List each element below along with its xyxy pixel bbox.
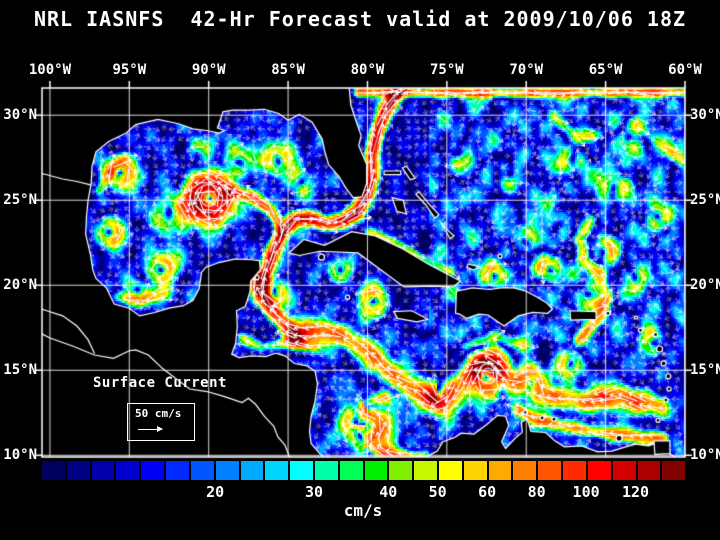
colorbar-segment — [538, 461, 562, 480]
colorbar-segment — [414, 461, 437, 480]
lat-tick-label: 20°N — [690, 277, 720, 294]
colorbar-segment — [637, 461, 661, 480]
colorbar-tick-label: 20 — [206, 483, 225, 501]
colorbar-segment — [290, 461, 313, 480]
colorbar-tick-label: 120 — [622, 483, 650, 501]
colorbar — [42, 461, 686, 480]
lon-tick-label: 75°W — [429, 62, 464, 78]
lon-tick-label: 90°W — [191, 62, 226, 78]
colorbar-segment — [463, 461, 487, 480]
colorbar-tick-label: 30 — [305, 483, 324, 501]
lon-tick-label: 60°W — [668, 62, 702, 78]
lon-tick-label: 80°W — [350, 62, 385, 78]
lon-tick-label: 65°W — [588, 62, 623, 78]
lat-tick-label: 15°N — [690, 362, 720, 379]
colorbar-segment — [190, 461, 214, 480]
colorbar-segment — [389, 461, 413, 480]
vector-scale-box: 50 cm/s — [127, 403, 195, 441]
colorbar-segment — [662, 461, 686, 480]
colorbar-segment — [563, 461, 586, 480]
colorbar-segment — [439, 461, 462, 480]
colorbar-segment — [488, 461, 512, 480]
lat-tick-label: 30°N — [690, 107, 720, 124]
vector-scale-arrow-icon — [138, 426, 163, 432]
colorbar-segment — [513, 461, 537, 480]
colorbar-tick-label: 60 — [478, 483, 497, 501]
colorbar-segment — [116, 461, 140, 480]
colorbar-segment — [364, 461, 388, 480]
vector-scale-label: 50 cm/s — [135, 407, 182, 420]
lon-tick-label: 100°W — [28, 62, 72, 78]
lon-tick-label: 70°W — [509, 62, 544, 78]
lon-tick-label: 95°W — [112, 62, 147, 78]
colorbar-segment — [612, 461, 636, 480]
lat-tick-label: 10°N — [3, 447, 37, 464]
surface-current-label: Surface Current — [93, 375, 227, 391]
lat-tick-label: 15°N — [3, 362, 37, 379]
colorbar-segment — [91, 461, 115, 480]
colorbar-segment — [587, 461, 611, 480]
colorbar-unit-label: cm/s — [343, 501, 383, 520]
colorbar-tick-label: 100 — [572, 483, 600, 501]
lat-tick-label: 25°N — [3, 192, 37, 209]
colorbar-segment — [339, 461, 363, 480]
lat-tick-label: 25°N — [690, 192, 720, 209]
colorbar-segment — [166, 461, 189, 480]
colorbar-tick-label: 50 — [428, 483, 447, 501]
colorbar-segment — [141, 461, 165, 480]
colorbar-segment — [42, 461, 65, 480]
lon-tick-label: 85°W — [271, 62, 305, 78]
colorbar-segment — [240, 461, 264, 480]
colorbar-tick-label: 40 — [379, 483, 398, 501]
lat-tick-label: 10°N — [690, 447, 720, 464]
figure-title: NRL IASNFS 42-Hr Forecast valid at 2009/… — [33, 7, 687, 31]
lat-tick-label: 20°N — [3, 277, 37, 294]
colorbar-segment — [265, 461, 289, 480]
lat-tick-label: 30°N — [3, 107, 37, 124]
colorbar-tick-label: 80 — [527, 483, 546, 501]
colorbar-segment — [215, 461, 239, 480]
colorbar-segment — [314, 461, 338, 480]
colorbar-segment — [66, 461, 90, 480]
